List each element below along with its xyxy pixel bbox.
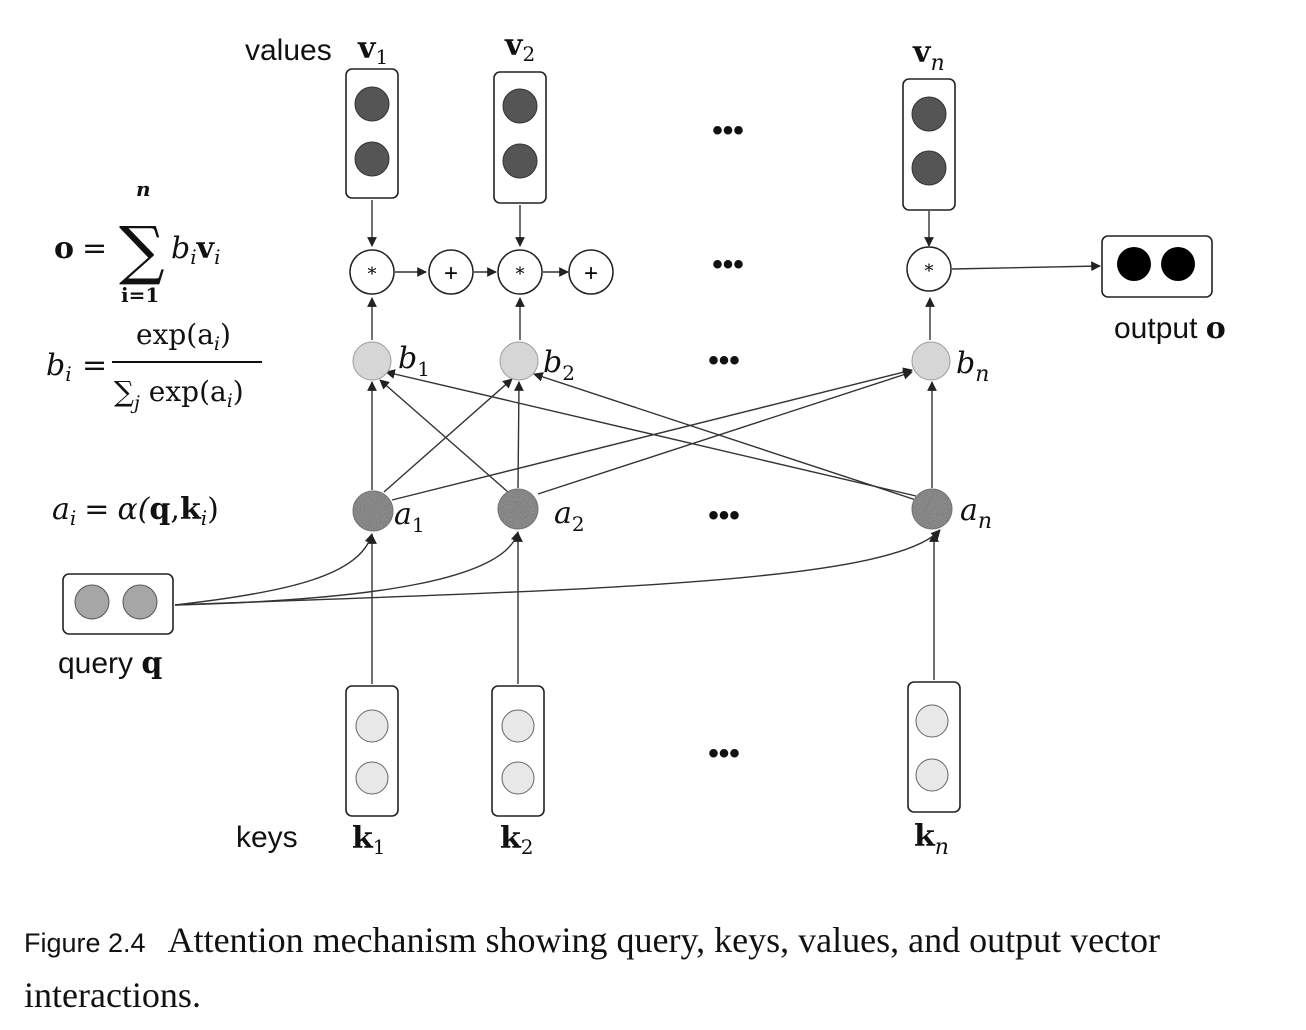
figure-caption-label: Figure 2.4: [24, 928, 146, 958]
svg-text:∑j exp(ai): ∑j exp(ai): [114, 375, 244, 414]
multiply-node-n: *: [906, 246, 952, 292]
multiply-node-2: *: [497, 249, 543, 295]
svg-text:bivi: bivi: [171, 231, 220, 269]
arrow-a1-bn: [391, 367, 913, 501]
a-node-2: [497, 488, 539, 530]
a-node-1: [352, 490, 394, 532]
svg-text:o: o: [54, 231, 74, 266]
b-node-2: [499, 341, 539, 381]
ellipsis-b: •••: [708, 344, 740, 377]
key-vector-2: [491, 685, 545, 817]
key-label-1: k1: [352, 821, 386, 859]
key-vector-n: [907, 681, 961, 813]
arrow-an-b1: [385, 369, 917, 497]
svg-text:n: n: [136, 177, 151, 201]
value-vector-1: [345, 68, 399, 199]
key-label-2: k2: [500, 821, 534, 859]
value-label-2: v2: [504, 28, 535, 66]
output-label: output o: [1114, 311, 1226, 346]
svg-text:=: =: [82, 348, 107, 383]
b-label-1: b1: [398, 341, 430, 381]
arrow-a2-b1: [379, 379, 509, 493]
value-vector-n: [902, 78, 956, 211]
ellipsis-keys: •••: [708, 737, 740, 770]
a-label-2: a2: [554, 496, 585, 536]
svg-text:∑: ∑: [119, 214, 165, 288]
arrow-q-a1: [174, 533, 375, 606]
svg-text:+: +: [444, 260, 458, 287]
b-label-n: bn: [956, 346, 989, 387]
b-label-2: b2: [543, 345, 575, 385]
svg-text:ai=α(q,ki): ai = α(q,ki): [52, 492, 219, 530]
output-vector: [1101, 235, 1213, 298]
b-node-1: [352, 341, 392, 381]
query-label: query q: [58, 646, 162, 681]
keys-label: keys: [236, 821, 298, 854]
equation-softmax: bi = exp(ai) ∑j exp(ai): [46, 318, 262, 414]
svg-text:=: =: [82, 231, 107, 266]
key-vector-1: [345, 685, 399, 817]
svg-text:exp(ai): exp(ai): [136, 318, 231, 355]
values-label: values: [245, 34, 332, 67]
arrow-q-an: [174, 529, 941, 606]
connection-lines: [174, 200, 1101, 684]
ellipsis-a: •••: [708, 499, 740, 532]
a-label-1: a1: [394, 497, 425, 537]
svg-text:*: *: [925, 261, 934, 282]
svg-text:i=1: i=1: [121, 283, 159, 307]
arrow-multn-output: [951, 261, 1101, 272]
attention-diagram: * + * + * ••• ••• ••• ••• •••: [46, 28, 1226, 860]
a-node-n: [911, 488, 953, 530]
figure-caption: Figure 2.4 Attention mechanism showing qu…: [24, 914, 1286, 1021]
value-label-n: vn: [912, 35, 945, 76]
svg-text:bi: bi: [46, 348, 72, 386]
svg-text:+: +: [584, 260, 598, 287]
arrow-a2-bn: [537, 370, 913, 495]
figure-caption-text: Attention mechanism showing query, keys,…: [24, 920, 1161, 1015]
ellipsis-ops: •••: [712, 248, 744, 281]
a-label-n: an: [960, 493, 992, 534]
add-node-2: +: [568, 249, 614, 295]
arrow-a1-b2: [383, 378, 513, 493]
arrow-an-b2: [533, 372, 917, 501]
key-label-n: kn: [914, 819, 949, 860]
ellipsis-values: •••: [712, 114, 744, 147]
svg-text:*: *: [368, 264, 377, 285]
query-vector: [62, 573, 174, 635]
add-node-1: +: [428, 249, 474, 295]
value-label-1: v1: [357, 31, 388, 69]
equation-output: o = n ∑ i=1 bivi: [54, 177, 220, 307]
equation-score: ai = α(q,ki): [52, 492, 219, 530]
svg-text:*: *: [516, 264, 525, 285]
value-vector-2: [493, 71, 547, 204]
multiply-node-1: *: [349, 249, 395, 295]
arrow-a2-b2: [514, 381, 524, 489]
b-node-n: [911, 341, 951, 381]
